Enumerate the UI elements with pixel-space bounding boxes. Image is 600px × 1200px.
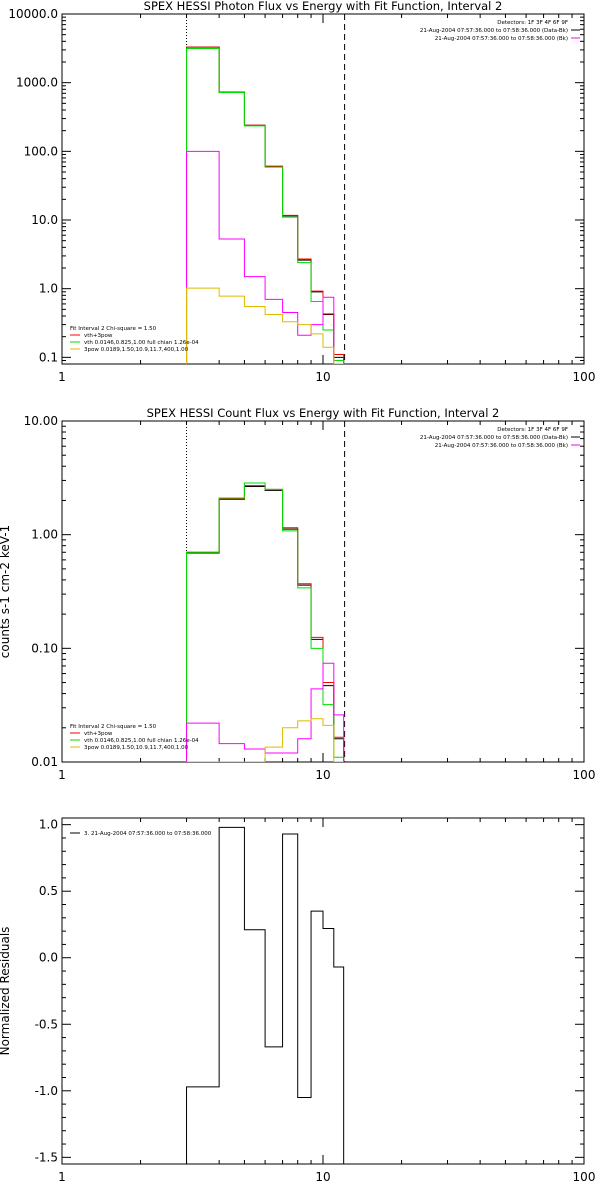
series-1-line (186, 826, 345, 1164)
y-axis-label: Normalized Residuals (0, 927, 12, 1056)
legend-heading: Fit Interval 2 Chi-square = 1.50 (70, 326, 157, 332)
panel-3: 1 10 100 -1.5 -1.0 -0.5 0.0 0.5 1.0 Normalized Re… (0, 817, 596, 1184)
chart-title: SPEX HESSI Count Flux vs Energy with Fit… (147, 406, 500, 420)
series-5-line (186, 718, 344, 762)
y-tick-label: 0.1 (39, 350, 58, 364)
y-tick-label: 10.00 (24, 414, 58, 428)
legend-label: 3pow 0.0189,1.50,10.9,11.7,400,1.00 (84, 745, 189, 751)
x-tick-label: 100 (573, 768, 596, 782)
legend-heading: Fit Interval 2 Chi-square = 1.50 (70, 724, 157, 730)
x-tick-label: 10 (315, 768, 330, 782)
plot-frame (61, 817, 585, 1165)
legend-label: 3. 21-Aug-2004 07:57:36.000 to 07:58:36.… (84, 831, 212, 837)
series-4-line (186, 662, 345, 762)
legend-label: vth+3pow (84, 333, 113, 339)
plot-frame (61, 420, 585, 763)
y-tick-label: -1.0 (35, 1084, 58, 1098)
y-axis-label: counts s-1 cm-2 keV-1 (0, 525, 12, 658)
panel-1: SPEX HESSI Photon Flux vs Energy with Fi… (8, 0, 595, 384)
x-tick-label: 1 (58, 768, 66, 782)
series-5-line (186, 287, 344, 364)
header-text-3: 21-Aug-2004 07:57:36.000 to 07:58:36.000… (435, 443, 568, 449)
y-tick-label: 10000.0 (8, 7, 58, 21)
y-tick-label: 0.01 (31, 755, 58, 769)
x-tick-label: 1 (58, 370, 66, 384)
chart-title: SPEX HESSI Photon Flux vs Energy with Fi… (144, 0, 503, 13)
x-tick-label: 10 (315, 370, 330, 384)
y-tick-label: -1.5 (35, 1150, 58, 1164)
y-tick-label: 0.10 (31, 641, 58, 655)
series-2-line (186, 46, 345, 364)
header-text-2: 21-Aug-2004 07:57:36.000 to 07:58:36.000… (420, 28, 568, 34)
series-1-line (186, 46, 345, 364)
x-tick-label: 10 (315, 1170, 330, 1184)
series-3-line (186, 482, 345, 762)
y-tick-label: -0.5 (35, 1017, 58, 1031)
x-tick-label: 100 (573, 370, 596, 384)
y-tick-label: 1000.0 (16, 76, 58, 90)
header-text-1: Detectors: 1F 3F 4F 6F 9F (497, 20, 568, 26)
y-tick-label: 0.5 (39, 884, 58, 898)
series-4-line (186, 150, 344, 364)
y-tick-label: 100.0 (24, 144, 58, 158)
header-text-3: 21-Aug-2004 07:57:36.000 to 07:58:36.000… (435, 36, 568, 42)
header-text-2: 21-Aug-2004 07:57:36.000 to 07:58:36.000… (420, 435, 568, 441)
series-3-line (186, 47, 345, 364)
y-tick-label: 0.0 (39, 951, 58, 965)
series-1-line (186, 486, 345, 762)
header-text-1: Detectors: 1F 3F 4F 6F 9F (497, 427, 568, 433)
y-tick-label: 1.0 (39, 282, 58, 296)
legend-label: vth+3pow (84, 731, 113, 737)
y-tick-label: 10.0 (31, 213, 58, 227)
x-tick-label: 100 (573, 1170, 596, 1184)
legend-label: vth 0.0146,0.825,1.00 full chian 1.26e-0… (84, 340, 199, 346)
legend-label: 3pow 0.0189,1.50,10.9,11.7,400,1.00 (84, 347, 189, 353)
x-tick-label: 1 (58, 1170, 66, 1184)
legend-label: vth 0.0146,0.825,1.00 full chian 1.26e-0… (84, 738, 199, 744)
y-tick-label: 1.00 (31, 528, 58, 542)
panel-2: SPEX HESSI Count Flux vs Energy with Fit… (0, 406, 595, 782)
y-tick-label: 1.0 (39, 818, 58, 832)
series-2-line (186, 485, 345, 762)
